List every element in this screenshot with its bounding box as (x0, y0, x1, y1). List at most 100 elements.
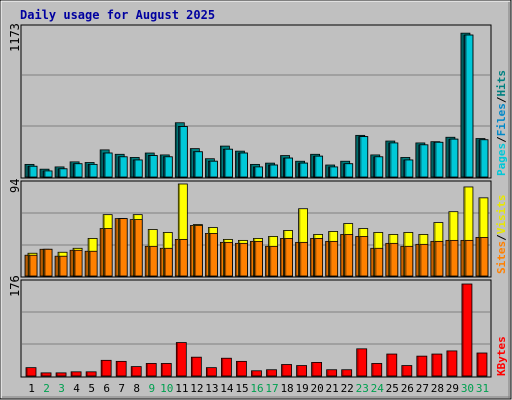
sites-bar-front (28, 254, 38, 277)
pages-bar (359, 136, 369, 178)
pages-bar (118, 156, 128, 178)
legend-visits: Visits (495, 195, 508, 235)
pages-bar (479, 139, 489, 178)
sites-bar-front (43, 248, 53, 277)
panel-hits (20, 24, 492, 179)
day-label: 28 (431, 382, 444, 395)
pages-bar (208, 160, 218, 178)
sites-bar-front (449, 239, 459, 277)
kbytes-bar (386, 353, 398, 377)
sites-bar-front (163, 247, 173, 277)
kbytes-bar (281, 364, 292, 377)
legend-slash-2: / (495, 96, 508, 103)
pages-bar (344, 163, 354, 178)
sites-bar-front (224, 241, 233, 277)
day-label: 27 (416, 382, 429, 395)
sites-bar-front (254, 240, 263, 277)
pages-bar (103, 152, 113, 178)
pages-bar (269, 164, 278, 178)
pages-bar (133, 159, 143, 178)
kbytes-bar (341, 369, 353, 377)
svg-text:Sites/Visits: Sites/Visits (495, 195, 508, 275)
day-label: 26 (401, 382, 414, 395)
sites-bar-front (479, 237, 489, 277)
sites-bar-front (118, 218, 128, 277)
pages-bar (464, 34, 474, 178)
day-label: 6 (103, 382, 110, 395)
sites-bar-front (269, 245, 278, 277)
legend-pages: Pages (495, 143, 508, 176)
day-label: 17 (265, 382, 278, 395)
kbytes-bar (115, 360, 127, 377)
day-label: 5 (88, 382, 95, 395)
kbytes-bar (236, 360, 247, 377)
legend-visits-panel: Sites/Visits (495, 195, 508, 275)
sites-bar-front (193, 225, 203, 277)
kbytes-bar (70, 371, 82, 377)
sites-bar-front (58, 255, 68, 277)
svg-text:KBytes: KBytes (495, 336, 508, 376)
kbytes-bar (221, 357, 232, 377)
kbytes-bar (371, 363, 383, 377)
kbytes-bar (296, 365, 307, 377)
day-label: 2 (43, 382, 50, 395)
pages-bar (58, 168, 68, 178)
kbytes-bar (205, 367, 217, 377)
pages-bar (254, 166, 263, 178)
svg-text:Pages/Files/Hits: Pages/Files/Hits (495, 70, 508, 176)
pages-bar (314, 155, 324, 178)
kbytes-bar (251, 370, 262, 377)
legend-hits-panel: Pages/Files/Hits (495, 70, 508, 176)
sites-bar-front (103, 228, 113, 277)
sites-bar-front (389, 242, 399, 277)
day-label: 20 (311, 382, 324, 395)
day-label: 16 (250, 382, 263, 395)
legend-files: Files (495, 103, 508, 136)
pages-bar (389, 142, 399, 178)
pages-bar (28, 165, 38, 178)
kbytes-bar (326, 369, 338, 377)
kbytes-bar (190, 356, 202, 377)
kbytes-bar (55, 372, 67, 377)
day-label: 10 (160, 382, 173, 395)
sites-bar-front (359, 236, 369, 277)
day-label: 12 (190, 382, 203, 395)
pages-bar (329, 166, 339, 178)
kbytes-bar (175, 342, 187, 377)
day-label: 30 (461, 382, 474, 395)
day-label: 13 (205, 382, 218, 395)
pages-bar (284, 157, 293, 178)
kbytes-bars (25, 283, 488, 377)
legend-kbytes-panel: KBytes (495, 336, 508, 376)
sites-bar-front (239, 242, 248, 277)
day-label: 23 (356, 382, 369, 395)
sites-bar-front (404, 245, 414, 277)
day-label: 25 (386, 382, 399, 395)
sites-bar-front (73, 249, 83, 277)
day-label: 11 (175, 382, 188, 395)
visits-ymax-label: 94 (8, 179, 22, 193)
sites-bar-front (148, 245, 158, 277)
pages-bar (148, 155, 158, 178)
sites-bar-front (208, 233, 218, 277)
panel-kbytes (20, 279, 492, 378)
kbytes-bar (356, 348, 368, 377)
hits-bars (24, 32, 489, 178)
day-label: 19 (295, 382, 308, 395)
kbytes-bar (85, 371, 97, 377)
sites-bar-front (329, 240, 339, 277)
sites-bar-front (299, 241, 308, 277)
pages-bar (419, 144, 429, 178)
legend-sites: Sites (495, 241, 508, 274)
pages-bar (178, 126, 188, 178)
legend-slash-1: / (495, 136, 508, 143)
sites-bar-front (434, 240, 444, 277)
pages-bar (449, 138, 459, 178)
kbytes-bar (401, 365, 413, 377)
sites-bar-front (133, 219, 143, 277)
kbytes-bar (311, 362, 323, 377)
hits-ymax-label: 1173 (8, 23, 22, 52)
day-label: 15 (235, 382, 248, 395)
